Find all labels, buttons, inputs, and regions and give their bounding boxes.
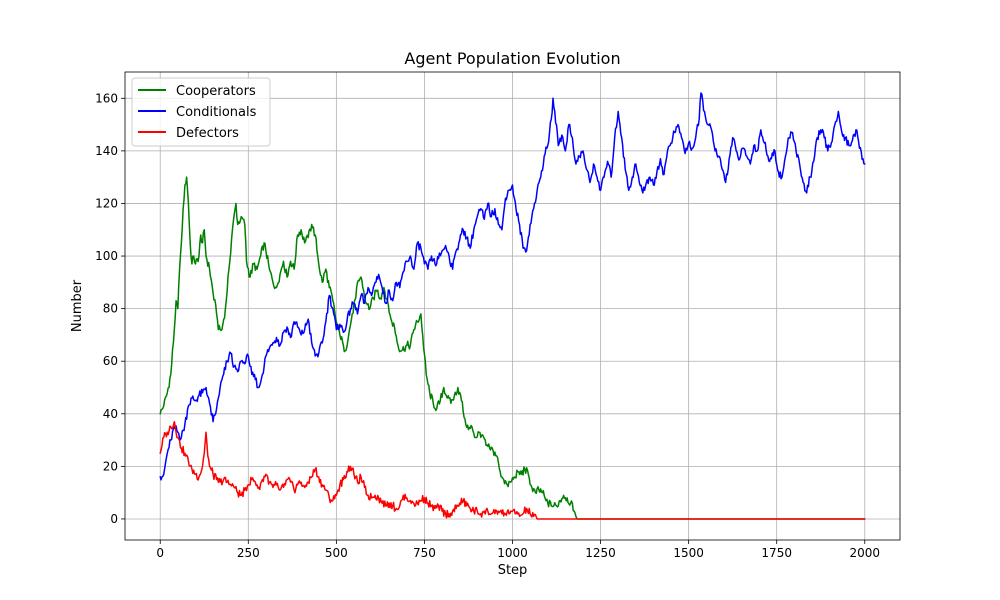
y-tick-label: 40 — [103, 407, 118, 421]
y-tick-label: 80 — [103, 302, 118, 316]
x-tick-label: 1500 — [673, 546, 704, 560]
y-tick-label: 20 — [103, 459, 118, 473]
legend-box — [131, 77, 271, 147]
x-tick-label: 750 — [413, 546, 436, 560]
legend-label-conditionals: Conditionals — [176, 105, 257, 120]
legend: Cooperators Conditionals Defectors — [131, 77, 271, 147]
y-tick-label: 160 — [95, 91, 118, 105]
y-tick-label: 140 — [95, 144, 118, 158]
legend-label-cooperators: Cooperators — [176, 84, 256, 99]
x-tick-label: 500 — [325, 546, 348, 560]
y-axis-label: Number — [70, 279, 85, 332]
x-tick-label: 0 — [156, 546, 164, 560]
chart-title: Agent Population Evolution — [404, 49, 620, 68]
x-tick-label: 1750 — [761, 546, 792, 560]
x-axis-label: Step — [498, 563, 528, 578]
x-tick-label: 1250 — [585, 546, 616, 560]
y-tick-label: 60 — [103, 354, 118, 368]
legend-label-defectors: Defectors — [176, 126, 239, 141]
series-lines — [159, 92, 866, 520]
series-line-conditionals — [159, 92, 866, 481]
y-tick-label: 100 — [95, 249, 118, 263]
y-tick-label: 120 — [95, 196, 118, 210]
x-tick-label: 250 — [237, 546, 260, 560]
x-tick-label: 1000 — [497, 546, 528, 560]
series-line-defectors — [159, 420, 866, 520]
ticks: 0 250 500 750 1000 1250 1500 1750 2000 0 20 40 60 80 1… — [95, 91, 880, 560]
grid — [125, 72, 900, 540]
x-tick-label: 2000 — [849, 546, 880, 560]
y-tick-label: 0 — [110, 512, 118, 526]
